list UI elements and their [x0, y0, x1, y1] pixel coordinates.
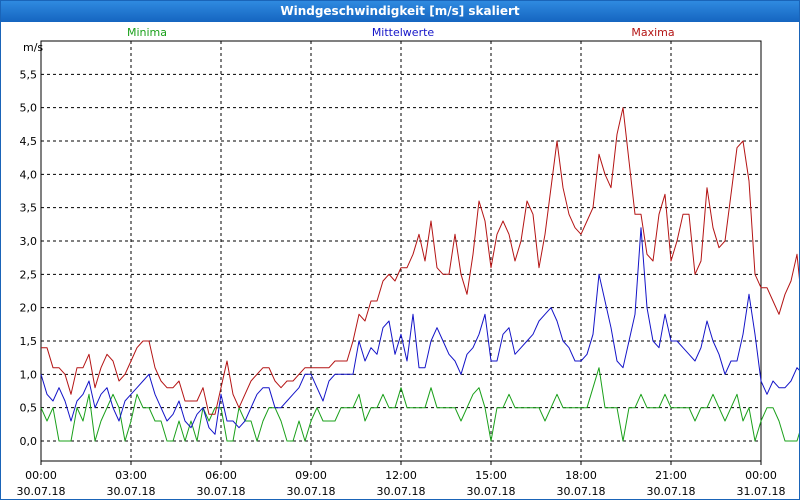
y-tick-label: 2,5 — [20, 268, 38, 281]
legend-minima: Minima — [127, 26, 167, 39]
x-tick-time: 06:00 — [205, 469, 237, 482]
series-lines — [40, 107, 799, 442]
x-tick-time: 00:00 — [745, 469, 777, 482]
y-tick-label: 4,0 — [20, 168, 38, 181]
x-tick-date: 30.07.18 — [17, 485, 66, 498]
x-tick-time: 00:00 — [25, 469, 57, 482]
x-tick-date: 30.07.18 — [557, 485, 606, 498]
series-mittelwerte — [40, 227, 799, 435]
y-tick-label: 3,0 — [20, 235, 38, 248]
legend: Minima Mittelwerte Maxima — [127, 26, 675, 39]
x-tick-time: 21:00 — [655, 469, 687, 482]
window-title: Windgeschwindigkeit [m/s] skaliert — [1, 1, 799, 22]
x-tick-time: 12:00 — [385, 469, 417, 482]
y-tick-label: 5,5 — [20, 68, 38, 81]
x-tick-time: 15:00 — [475, 469, 507, 482]
y-tick-label: 4,5 — [20, 135, 38, 148]
x-tick-date: 30.07.18 — [197, 485, 246, 498]
x-tick-time: 18:00 — [565, 469, 597, 482]
x-tick-date: 31.07.18 — [737, 485, 786, 498]
x-tick-time: 09:00 — [295, 469, 327, 482]
series-maxima — [41, 107, 799, 415]
legend-mittelwerte: Mittelwerte — [372, 26, 435, 39]
y-tick-label: 0,5 — [20, 402, 38, 415]
y-axis-label: m/s — [23, 41, 43, 54]
grid — [40, 41, 762, 465]
y-tick-label: 2,0 — [20, 302, 38, 315]
legend-maxima: Maxima — [631, 26, 674, 39]
x-tick-date: 30.07.18 — [287, 485, 336, 498]
x-tick-time: 03:00 — [115, 469, 147, 482]
y-tick-label: 5,0 — [20, 102, 38, 115]
x-tick-date: 30.07.18 — [377, 485, 426, 498]
x-tick-date: 30.07.18 — [107, 485, 156, 498]
x-tick-date: 30.07.18 — [467, 485, 516, 498]
y-tick-label: 3,5 — [20, 202, 38, 215]
tick-labels: 0,0 0,5 1,0 1,5 2,0 2,5 3,0 3,5 4,0 4,5 5,0 5,5 00:0… — [17, 68, 786, 498]
y-tick-label: 0,0 — [20, 435, 38, 448]
x-tick-date: 30.07.18 — [647, 485, 696, 498]
y-tick-label: 1,5 — [20, 335, 38, 348]
series-minima — [40, 367, 799, 442]
y-tick-label: 1,0 — [20, 368, 38, 381]
